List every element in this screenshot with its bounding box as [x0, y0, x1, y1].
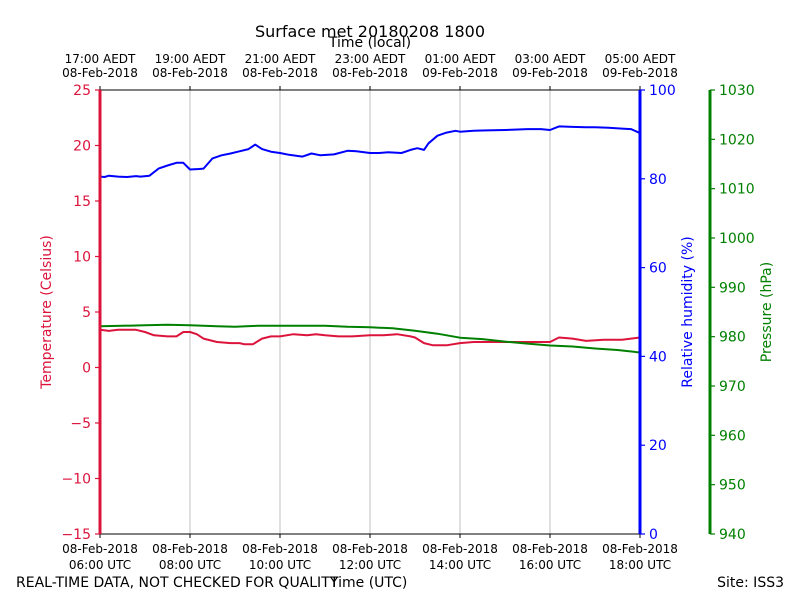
top-tick-label-time: 03:00 AEDT	[515, 52, 586, 66]
x-tick-label-time: 10:00 UTC	[249, 558, 311, 572]
humidity-axis-label: Relative humidity (%)	[680, 236, 696, 387]
pressure-tick-label: 1010	[719, 182, 755, 198]
x-tick-label-time: 12:00 UTC	[339, 558, 401, 572]
chart-title: Surface met 20180208 1800	[255, 22, 485, 41]
pressure-tick-label: 990	[719, 280, 746, 296]
top-tick-label-time: 19:00 AEDT	[155, 52, 226, 66]
top-tick-label-time: 05:00 AEDT	[605, 52, 676, 66]
x-tick-label-time: 16:00 UTC	[519, 558, 581, 572]
x-tick-label-date: 08-Feb-2018	[332, 542, 408, 556]
x-tick-label-time: 08:00 UTC	[159, 558, 221, 572]
pressure-series-line	[99, 323, 641, 354]
top-tick-label-date: 08-Feb-2018	[62, 66, 138, 80]
top-tick-label-date: 09-Feb-2018	[602, 66, 678, 80]
top-tick-label-time: 23:00 AEDT	[335, 52, 406, 66]
grid-lines	[189, 90, 551, 534]
x-tick-label-time: 14:00 UTC	[429, 558, 491, 572]
humidity-tick-label: 80	[649, 172, 667, 188]
x-tick-label-date: 08-Feb-2018	[602, 542, 678, 556]
pressure-tick-label: 970	[719, 379, 746, 395]
temperature-tick-label: −5	[70, 416, 91, 432]
quality-note: REAL-TIME DATA, NOT CHECKED FOR QUALITY	[16, 575, 339, 591]
temperature-axis-label: Temperature (Celsius)	[39, 235, 55, 390]
series-layer	[99, 125, 641, 354]
top-tick-label-date: 08-Feb-2018	[332, 66, 408, 80]
temperature-tick-label: 25	[73, 83, 91, 99]
top-axis-title: Time (local)	[328, 35, 411, 51]
top-tick-label-date: 09-Feb-2018	[512, 66, 588, 80]
temperature-tick-label: 15	[73, 194, 91, 210]
pressure-tick-label: 1020	[719, 132, 755, 148]
pressure-tick-label: 980	[719, 330, 746, 346]
humidity-tick-label: 20	[649, 438, 667, 454]
x-tick-label-date: 08-Feb-2018	[422, 542, 498, 556]
pressure-tick-label: 1000	[719, 231, 755, 247]
humidity-series-line	[99, 125, 641, 178]
temperature-series-line	[99, 328, 641, 347]
pressure-tick-label: 1030	[719, 83, 755, 99]
top-tick-label-time: 21:00 AEDT	[245, 52, 316, 66]
humidity-tick-label: 0	[649, 527, 658, 543]
x-tick-label-time: 18:00 UTC	[609, 558, 671, 572]
humidity-tick-label: 40	[649, 349, 667, 365]
x-tick-label-date: 08-Feb-2018	[512, 542, 588, 556]
top-tick-label-date: 09-Feb-2018	[422, 66, 498, 80]
temperature-tick-label: −10	[61, 472, 91, 488]
temperature-tick-label: 0	[82, 361, 91, 377]
pressure-tick-label: 960	[719, 428, 746, 444]
pressure-tick-label: 940	[719, 527, 746, 543]
temperature-tick-label: 5	[82, 305, 91, 321]
pressure-tick-label: 950	[719, 478, 746, 494]
temperature-tick-label: 10	[73, 250, 91, 266]
top-tick-label-date: 08-Feb-2018	[152, 66, 228, 80]
x-tick-label-date: 08-Feb-2018	[152, 542, 228, 556]
x-tick-label-time: 06:00 UTC	[69, 558, 131, 572]
top-tick-label-date: 08-Feb-2018	[242, 66, 318, 80]
x-axis-label: Time (UTC)	[330, 575, 408, 591]
x-tick-label-date: 08-Feb-2018	[242, 542, 318, 556]
site-label: Site: ISS3	[717, 575, 784, 591]
humidity-tick-label: 100	[649, 83, 676, 99]
temperature-tick-label: 20	[73, 139, 91, 155]
top-tick-label-time: 17:00 AEDT	[65, 52, 136, 66]
pressure-axis-label: Pressure (hPa)	[759, 262, 775, 362]
humidity-tick-label: 60	[649, 261, 667, 277]
x-tick-label-date: 08-Feb-2018	[62, 542, 138, 556]
top-tick-label-time: 01:00 AEDT	[425, 52, 496, 66]
temperature-tick-label: −15	[61, 527, 91, 543]
